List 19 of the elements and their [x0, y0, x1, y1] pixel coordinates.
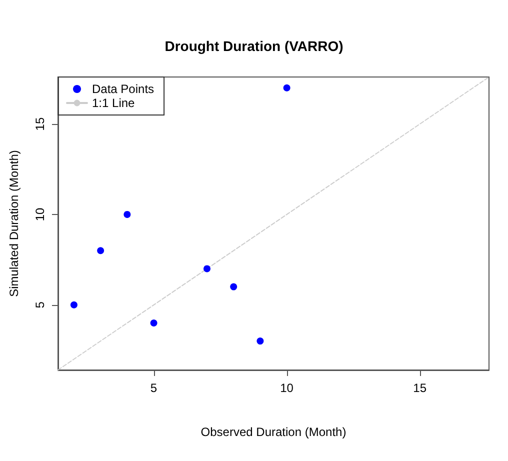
point — [70, 301, 78, 308]
chart-title: Drought Duration (VARRO) — [164, 38, 344, 54]
point — [203, 265, 210, 272]
point — [283, 84, 290, 92]
legend-label: Data Points — [92, 82, 154, 96]
point — [256, 338, 264, 345]
legend-label: 1:1 Line — [92, 96, 136, 110]
x-tick-label: 10 — [280, 381, 294, 395]
point — [150, 319, 158, 326]
y-axis-title: Simulated Duration (Month) — [7, 150, 21, 297]
x-tick-label: 15 — [413, 381, 427, 395]
x-tick-label: 5 — [150, 381, 158, 395]
point — [97, 247, 104, 254]
y-tick-label: 15 — [33, 117, 47, 131]
y-tick-label: 10 — [33, 207, 47, 222]
x-axis-title: Observed Duration (Month) — [200, 425, 346, 439]
point — [124, 210, 131, 218]
point — [230, 283, 238, 290]
y-tick-label: 5 — [33, 301, 47, 308]
